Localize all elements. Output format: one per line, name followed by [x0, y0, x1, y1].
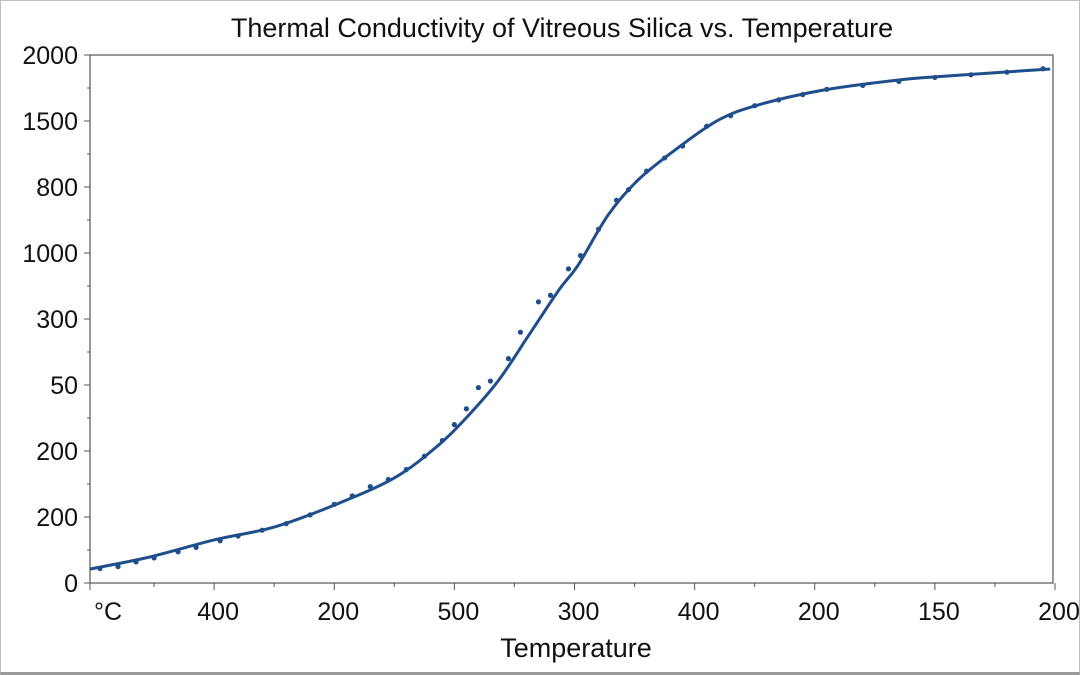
x-tick-label: 300: [558, 598, 600, 626]
data-point: [704, 123, 710, 129]
x-tick-label: 150: [918, 598, 960, 626]
data-point: [565, 266, 572, 272]
x-tick-label: °C: [94, 598, 122, 626]
data-point: [349, 493, 355, 499]
data-point: [776, 97, 782, 103]
chart-title: Thermal Conductivity of Vitreous Silica …: [231, 13, 893, 43]
y-tick-label: 1000: [22, 240, 78, 268]
y-tick-label: 200: [36, 438, 78, 466]
y-tick-label: 1500: [22, 108, 78, 136]
data-point: [968, 72, 974, 78]
y-tick-label: 200: [36, 504, 78, 532]
data-point: [505, 356, 512, 362]
data-point: [535, 299, 542, 305]
data-point: [1004, 69, 1010, 75]
data-point: [896, 78, 902, 84]
y-tick-label: 300: [36, 306, 78, 334]
x-tick-label: 500: [438, 598, 480, 626]
y-tick-label: 2000: [22, 42, 78, 70]
x-tick-label: 200: [1038, 598, 1080, 626]
data-point: [367, 484, 373, 490]
data-point: [680, 143, 686, 149]
x-tick-label: 400: [678, 598, 720, 626]
x-tick-label: 200: [798, 598, 840, 626]
data-point: [625, 187, 632, 193]
data-point: [577, 253, 584, 259]
data-point: [643, 168, 650, 174]
data-point: [421, 453, 427, 459]
y-tick-label: 50: [50, 372, 78, 400]
data-point: [307, 512, 313, 518]
data-point: [487, 378, 494, 384]
x-tick-label: 400: [197, 598, 239, 626]
y-tick-label: 0: [64, 570, 78, 598]
fit-curve: [89, 67, 1051, 571]
data-point: [283, 521, 289, 527]
data-point: [235, 533, 241, 539]
data-point: [517, 329, 524, 335]
data-point: [175, 549, 181, 555]
data-point: [475, 385, 481, 391]
x-tick-label: 200: [317, 598, 359, 626]
data-point: [547, 292, 554, 298]
data-point: [860, 82, 866, 88]
data-point: [595, 226, 602, 232]
data-point: [133, 559, 139, 565]
data-point: [661, 155, 668, 161]
data-point: [1040, 66, 1046, 72]
data-point: [193, 544, 199, 550]
data-point: [97, 565, 103, 572]
data-point: [331, 501, 337, 507]
data-point: [752, 103, 758, 109]
data-point: [217, 538, 223, 544]
data-point: [403, 466, 409, 473]
data-point: [728, 113, 734, 119]
x-axis-label: Temperature: [500, 633, 652, 663]
data-point: [613, 197, 620, 203]
data-point: [824, 86, 830, 92]
plot-area: [89, 54, 1054, 584]
data-point: [439, 437, 445, 444]
data-point: [463, 406, 469, 412]
data-point: [259, 527, 265, 533]
data-point: [932, 74, 938, 81]
data-point: [151, 555, 157, 561]
data-point: [385, 476, 391, 483]
data-point: [115, 564, 121, 570]
data-point: [800, 92, 806, 98]
y-tick-label: 800: [36, 174, 78, 202]
data-point: [451, 422, 457, 428]
